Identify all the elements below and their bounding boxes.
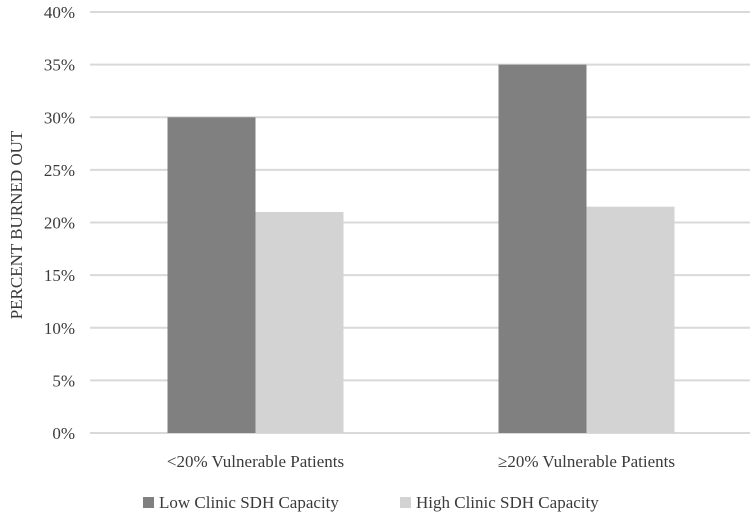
y-tick-label: 20% xyxy=(44,214,75,233)
legend-swatch xyxy=(400,497,411,508)
bar-high-capacity xyxy=(586,206,675,433)
y-tick-label: 5% xyxy=(52,371,75,390)
y-tick-label: 40% xyxy=(44,3,75,22)
x-axis-categories: <20% Vulnerable Patients ≥20% Vulnerable … xyxy=(167,452,675,471)
legend-swatch xyxy=(143,497,154,508)
y-tick-label: 10% xyxy=(44,319,75,338)
bar-low-capacity xyxy=(498,64,587,433)
y-tick-label: 30% xyxy=(44,108,75,127)
bar-high-capacity xyxy=(255,211,344,433)
y-tick-label: 25% xyxy=(44,161,75,180)
y-tick-label: 15% xyxy=(44,266,75,285)
y-tick-label: 0% xyxy=(52,424,75,443)
y-axis-label: PERCENT BURNED OUT xyxy=(7,130,26,319)
bars xyxy=(167,64,675,433)
legend-label: High Clinic SDH Capacity xyxy=(416,493,599,512)
x-category-label: <20% Vulnerable Patients xyxy=(167,452,344,471)
y-tick-label: 35% xyxy=(44,56,75,75)
bar-low-capacity xyxy=(167,117,256,433)
legend: Low Clinic SDH Capacity High Clinic SDH C… xyxy=(143,493,599,512)
x-category-label: ≥20% Vulnerable Patients xyxy=(498,452,675,471)
y-axis-ticks: 0% 5% 10% 15% 20% 25% 30% 35% 40% xyxy=(44,3,75,443)
legend-label: Low Clinic SDH Capacity xyxy=(159,493,339,512)
